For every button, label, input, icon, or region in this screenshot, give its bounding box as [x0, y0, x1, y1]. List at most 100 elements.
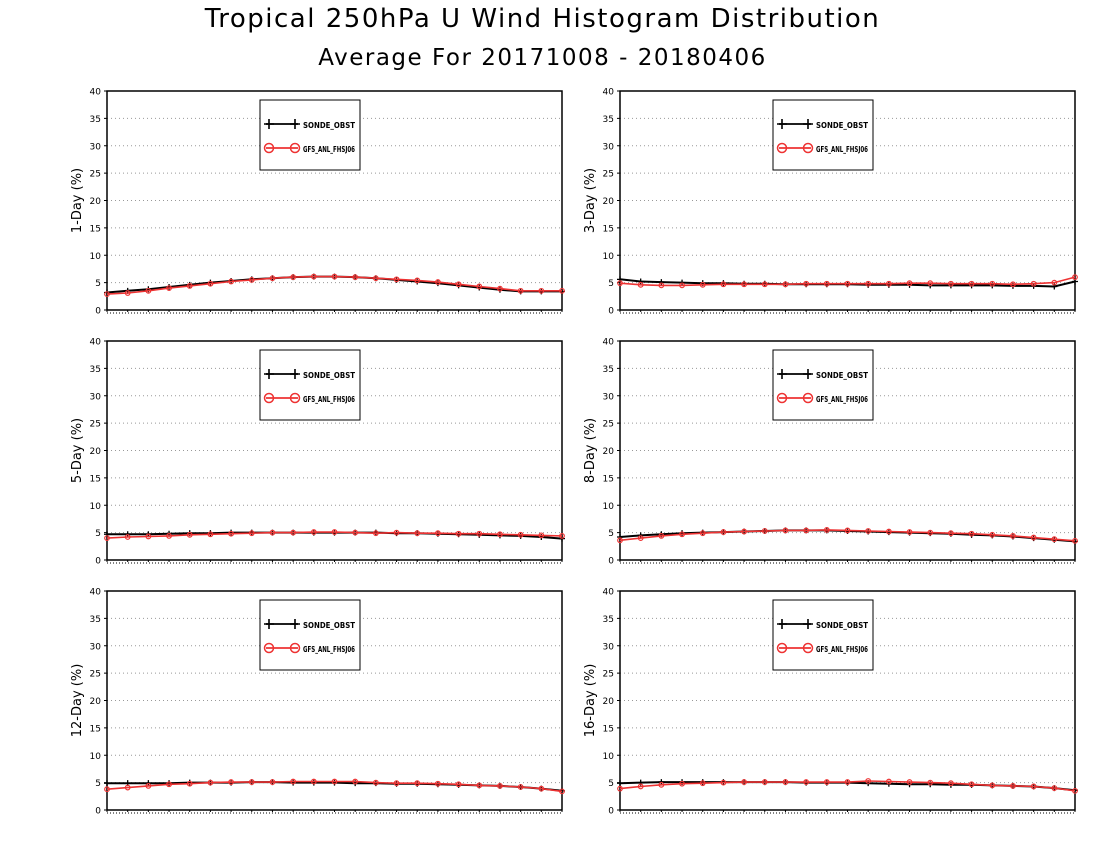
y-tick-label: 20: [603, 447, 615, 457]
legend-marker-circle: [263, 642, 275, 654]
data-point: [658, 279, 665, 286]
data-point: [761, 528, 768, 534]
legend-marker-circle: [776, 392, 788, 404]
y-tick-label: 40: [90, 588, 102, 598]
data-point: [124, 784, 131, 791]
data-point: [782, 527, 789, 534]
legend-box: [772, 349, 874, 421]
y-tick-label: 35: [90, 365, 101, 375]
legend-marker-plus: [290, 619, 300, 629]
data-point: [927, 529, 934, 536]
legend-label: GFS_ANL_FHSJ06: [303, 395, 355, 404]
y-tick-label: 40: [90, 88, 102, 98]
legend-marker-plus: [264, 619, 274, 629]
series-line-gfs-anl: [106, 780, 563, 793]
y-tick-label: 40: [603, 588, 615, 598]
legend-box: [772, 99, 874, 171]
y-tick-label: 25: [603, 670, 614, 680]
data-point: [741, 528, 747, 535]
legend-label: SONDE_OBST: [303, 621, 355, 630]
data-point: [761, 281, 768, 288]
data-point: [865, 280, 872, 287]
data-point: [823, 526, 830, 533]
legend-label: SONDE_OBST: [816, 621, 868, 630]
data-point: [166, 781, 172, 788]
y-tick-label: 10: [90, 752, 102, 762]
legend-label: GFS_ANL_FHSJ06: [816, 645, 868, 654]
y-tick-label: 10: [603, 252, 615, 262]
data-point: [989, 531, 996, 538]
data-point: [658, 282, 665, 289]
data-point: [679, 780, 685, 787]
legend-label: GFS_ANL_FHSJ06: [816, 145, 868, 154]
y-tick-label: 10: [603, 752, 615, 762]
chart-subtitle: Average For 20171008 - 20180406: [318, 45, 767, 71]
data-point: [352, 778, 359, 785]
data-point: [658, 533, 665, 539]
y-tick-label: 15: [603, 724, 614, 734]
y-tick-label: 30: [90, 642, 102, 652]
data-point: [497, 783, 503, 789]
data-point: [186, 780, 193, 787]
data-point: [455, 530, 462, 537]
data-point: [1072, 537, 1078, 544]
legend-marker-circle: [802, 392, 814, 404]
legend-label: GFS_ANL_FHSJ06: [816, 395, 868, 404]
data-point: [637, 783, 644, 790]
y-tick-label: 20: [603, 697, 615, 707]
legend-marker-plus: [777, 119, 787, 129]
legend-marker-circle: [802, 642, 814, 654]
y-tick-label: 5: [608, 279, 614, 289]
data-point: [104, 786, 110, 793]
y-tick-label: 25: [90, 170, 101, 180]
y-tick-label: 5: [95, 279, 101, 289]
legend-marker-plus: [264, 369, 274, 379]
y-tick-label: 15: [90, 724, 101, 734]
data-point: [207, 280, 214, 287]
data-point: [393, 276, 400, 283]
data-point: [331, 529, 338, 535]
data-point: [186, 283, 193, 289]
data-point: [228, 278, 234, 285]
data-point: [517, 784, 524, 790]
data-point: [865, 528, 872, 534]
legend-label: SONDE_OBST: [303, 121, 355, 130]
y-tick-label: 0: [608, 557, 614, 567]
y-tick-label: 30: [90, 142, 102, 152]
data-point: [145, 783, 152, 789]
y-tick-label: 40: [603, 88, 615, 98]
data-point: [844, 280, 851, 287]
data-point: [823, 280, 830, 287]
data-point: [269, 529, 276, 536]
y-axis-label: 8-Day (%): [583, 418, 598, 483]
data-point: [617, 780, 623, 787]
legend-box: [259, 599, 361, 671]
y-tick-label: 0: [95, 807, 101, 817]
y-tick-label: 10: [603, 502, 615, 512]
data-point: [476, 782, 483, 789]
y-tick-label: 15: [90, 474, 101, 484]
panel-1: 0 5 10 15 20 25 30 35 40 1-Day (%) SONDE_OBST GFS_A…: [70, 88, 565, 317]
data-point: [761, 779, 768, 785]
data-point: [290, 274, 297, 281]
y-tick-label: 20: [90, 697, 102, 707]
data-point: [1051, 785, 1058, 791]
data-point: [617, 280, 623, 287]
data-point: [885, 778, 892, 785]
y-tick-label: 30: [603, 642, 615, 652]
legend-marker-circle: [263, 392, 275, 404]
legend-marker-circle: [289, 392, 301, 404]
data-point: [538, 785, 545, 792]
data-point: [617, 785, 623, 792]
data-point: [782, 281, 789, 288]
data-point: [844, 779, 851, 785]
y-axis-label: 1-Day (%): [70, 168, 85, 233]
data-point: [269, 275, 276, 282]
panel-4: 0 5 10 15 20 25 30 35 40 8-Day (%) SONDE_OBST GFS_A…: [583, 338, 1078, 567]
legend-marker-plus: [777, 619, 787, 629]
y-tick-label: 5: [608, 529, 614, 539]
data-point: [104, 780, 110, 787]
legend-label: GFS_ANL_FHSJ06: [303, 145, 355, 154]
data-point: [699, 281, 706, 288]
